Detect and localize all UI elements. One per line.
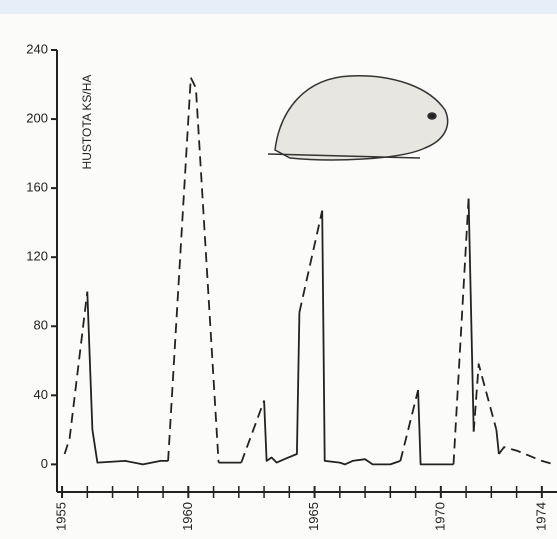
y-tick-label: 40: [34, 387, 48, 402]
lemming-eye: [427, 112, 437, 120]
x-tick-label: 1974: [533, 502, 548, 531]
x-tick-label: 1960: [180, 502, 195, 531]
y-tick-label: 160: [26, 180, 48, 195]
data-line: [86, 198, 500, 466]
y-tick-label: 200: [26, 111, 48, 126]
x-tick-label: 1955: [53, 502, 68, 531]
lemming-ground: [267, 153, 421, 159]
lemming-body: [274, 75, 449, 161]
x-tick-label: 1965: [306, 502, 321, 531]
lemming-illustration: [267, 75, 449, 161]
top-strip: [0, 0, 557, 14]
data-line: [63, 76, 555, 466]
y-tick-label: 80: [34, 318, 48, 333]
y-tick-label: 120: [26, 249, 48, 264]
y-tick-label: 0: [41, 456, 48, 471]
x-tick-label: 1970: [432, 502, 447, 531]
y-tick-label: 240: [26, 41, 48, 56]
y-axis-label: HUSTOTA KS/HA: [80, 75, 94, 170]
